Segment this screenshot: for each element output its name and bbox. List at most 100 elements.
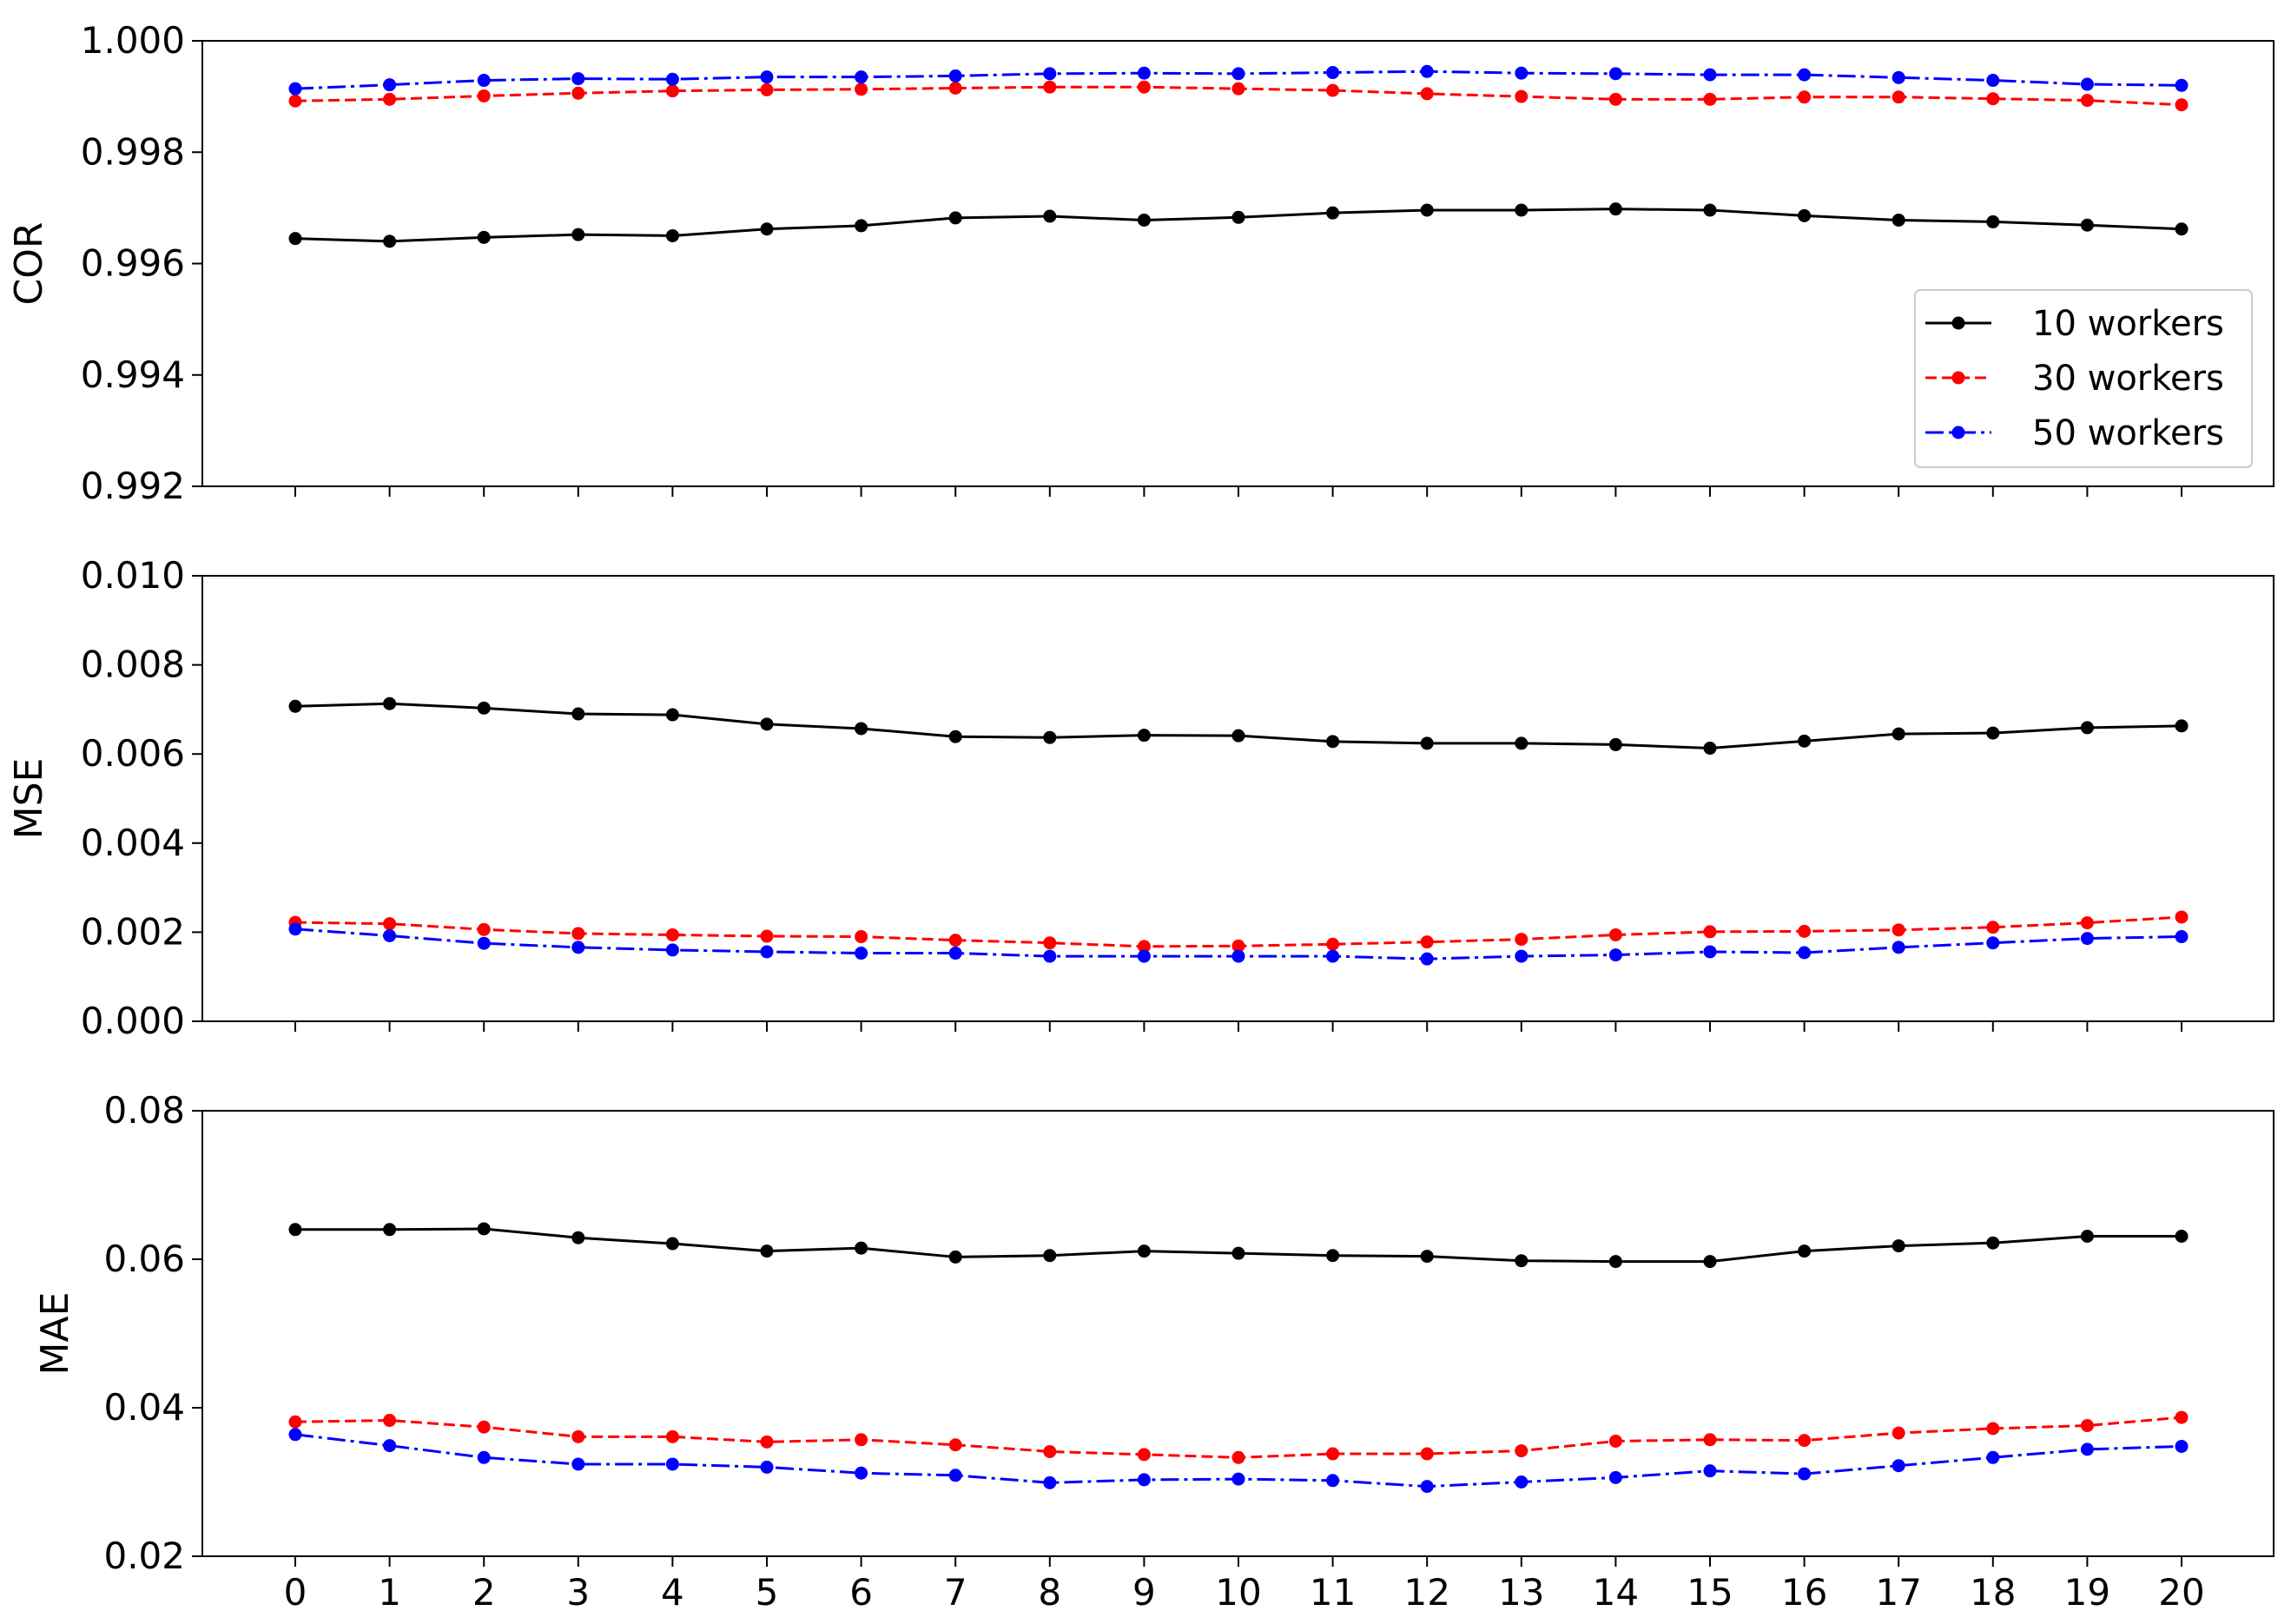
data-point [288, 922, 302, 936]
data-point [1326, 949, 1340, 963]
data-point [1515, 933, 1528, 947]
data-point [760, 717, 774, 731]
data-point [2080, 1229, 2094, 1243]
data-point [1231, 82, 1245, 96]
data-point [1608, 1255, 1622, 1269]
x-tick-label: 0 [284, 1571, 307, 1614]
data-point [1420, 1480, 1434, 1494]
legend-marker [1951, 371, 1965, 385]
x-tick-label: 1 [378, 1571, 401, 1614]
data-point [1326, 1474, 1340, 1488]
data-point [288, 1415, 302, 1429]
data-point [477, 701, 491, 715]
y-axis-label: MAE [33, 1292, 77, 1376]
data-point [760, 1460, 774, 1474]
data-point [1231, 210, 1245, 224]
data-point [1986, 215, 2000, 228]
data-point [571, 941, 585, 954]
x-tick-label: 4 [661, 1571, 684, 1614]
data-point [1703, 925, 1717, 939]
data-point [1892, 727, 1905, 741]
data-point [1231, 729, 1245, 743]
data-point [1231, 939, 1245, 953]
data-point [477, 1420, 491, 1434]
legend-label: 30 workers [2032, 359, 2224, 399]
data-point [1420, 1447, 1434, 1461]
data-point [1137, 940, 1151, 954]
data-point [855, 1241, 868, 1255]
data-point [288, 82, 302, 96]
data-point [2080, 932, 2094, 946]
data-point [1798, 208, 1812, 222]
data-point [855, 70, 868, 84]
y-tick-label: 0.006 [81, 732, 185, 775]
data-point [1043, 949, 1057, 963]
data-point [383, 78, 397, 92]
legend-box [1914, 289, 2253, 468]
data-point [1420, 87, 1434, 101]
data-point [1326, 83, 1340, 97]
data-point [1137, 1473, 1151, 1487]
data-point [288, 1223, 302, 1237]
data-point [2080, 94, 2094, 108]
data-point [1608, 1434, 1622, 1448]
data-point [855, 219, 868, 233]
axes-frame [201, 1110, 2274, 1557]
legend-marker [1951, 426, 1965, 439]
data-point [948, 211, 962, 225]
y-tick-label: 0.02 [103, 1535, 185, 1577]
data-point [1231, 1246, 1245, 1260]
data-point [948, 69, 962, 83]
series-50-workers [288, 64, 2189, 96]
data-point [2080, 1442, 2094, 1456]
data-point [1043, 1444, 1057, 1458]
data-point [1137, 1244, 1151, 1258]
data-point [2175, 719, 2189, 733]
data-point [571, 228, 585, 241]
series-10-workers [288, 1222, 2189, 1269]
data-point [1326, 66, 1340, 80]
data-point [1986, 92, 2000, 106]
data-point [665, 1237, 679, 1251]
data-point [1420, 935, 1434, 949]
series-30-workers [288, 1410, 2189, 1464]
x-tick-label: 18 [1970, 1571, 2016, 1614]
data-point [1231, 67, 1245, 81]
data-point [1608, 1470, 1622, 1484]
data-point [1986, 726, 2000, 740]
data-point [2080, 1419, 2094, 1433]
data-point [571, 927, 585, 941]
data-point [2175, 222, 2189, 236]
data-point [477, 1450, 491, 1464]
data-point [383, 1414, 397, 1428]
data-point [1608, 948, 1622, 962]
data-point [571, 86, 585, 100]
data-point [1043, 1475, 1057, 1489]
data-point [383, 234, 397, 248]
data-point [1326, 735, 1340, 749]
data-point [1798, 68, 1812, 82]
data-point [288, 699, 302, 713]
data-point [948, 1438, 962, 1452]
x-tick-label: 15 [1687, 1571, 1733, 1614]
data-point [383, 929, 397, 943]
data-point [1043, 936, 1057, 950]
data-point [1703, 68, 1717, 82]
data-point [571, 72, 585, 86]
series-30-workers [288, 80, 2189, 112]
data-point [383, 1223, 397, 1237]
data-point [1798, 734, 1812, 748]
y-tick-label: 0.998 [81, 130, 185, 173]
x-tick-label: 3 [566, 1571, 590, 1614]
data-point [1420, 203, 1434, 217]
data-point [1137, 1448, 1151, 1462]
data-point [383, 92, 397, 106]
data-point [571, 1457, 585, 1471]
data-point [477, 89, 491, 102]
data-point [2175, 1439, 2189, 1453]
series-10-workers [288, 696, 2189, 756]
data-point [2080, 77, 2094, 91]
data-point [665, 72, 679, 86]
data-point [1043, 730, 1057, 744]
